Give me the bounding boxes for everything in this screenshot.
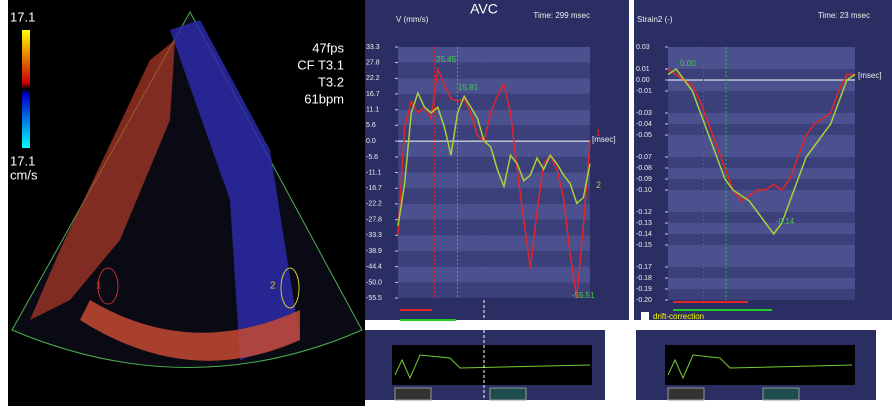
y-axis-label: Strain2 (-) — [637, 15, 673, 24]
y-tick-label: -50.0 — [366, 279, 382, 286]
band — [668, 278, 855, 289]
y-tick-label: -44.4 — [366, 263, 382, 270]
band — [398, 204, 590, 220]
y-tick-label: -38.9 — [366, 248, 382, 255]
frame-rate: 47fps — [312, 40, 344, 55]
band — [398, 94, 590, 110]
time-label: Time: 299 msec — [533, 11, 590, 20]
thumbnail — [392, 345, 592, 385]
button[interactable] — [763, 388, 799, 400]
band — [668, 234, 855, 245]
band — [668, 69, 855, 80]
segment-label: 1 — [96, 281, 102, 292]
y-tick-label: 0.0 — [366, 138, 376, 145]
y-tick-label: -33.3 — [366, 232, 382, 239]
x-unit: [msec] — [592, 135, 616, 144]
band — [668, 135, 855, 157]
y-tick-label: -11.1 — [366, 169, 382, 176]
segment-label: 2 — [270, 281, 276, 292]
y-tick-label: -0.17 — [636, 264, 652, 271]
y-tick-label: -0.01 — [636, 88, 652, 95]
y-tick-label: 5.6 — [366, 122, 376, 129]
scale-min: 17.1 — [10, 153, 35, 168]
scale-max: 17.1 — [10, 9, 35, 24]
y-tick-label: 33.3 — [366, 44, 380, 51]
checkbox[interactable] — [641, 312, 649, 320]
x-unit: [msec] — [858, 71, 882, 80]
y-tick-label: -0.20 — [636, 297, 652, 304]
band — [668, 179, 855, 190]
button[interactable] — [668, 388, 704, 400]
y-tick-label: -0.05 — [636, 132, 652, 139]
y-tick-label: -0.07 — [636, 154, 652, 161]
y-tick-label: -0.12 — [636, 209, 652, 216]
y-tick-label: -0.13 — [636, 220, 652, 227]
annotation: drift-correction — [653, 312, 704, 321]
y-tick-label: -16.7 — [366, 185, 382, 192]
band — [668, 190, 855, 212]
annotation: -0.14 — [776, 217, 795, 226]
band — [398, 125, 590, 141]
y-tick-label: 11.1 — [366, 107, 379, 114]
page: {"image_panel":{"scale_max":"17.1","scal… — [0, 0, 892, 411]
band — [398, 251, 590, 267]
band — [398, 235, 590, 251]
band — [398, 141, 590, 157]
annotation: 0.00 — [680, 59, 696, 68]
y-tick-label: -0.09 — [636, 176, 652, 183]
heart-rate: 61bpm — [304, 91, 344, 106]
band — [398, 267, 590, 283]
scale-unit: cm/s — [10, 167, 38, 182]
y-tick-label: 16.7 — [366, 91, 380, 98]
y-axis-label: V (mm/s) — [396, 15, 429, 24]
annotation: 15.81 — [458, 83, 479, 92]
y-tick-label: -0.08 — [636, 165, 652, 172]
band — [668, 47, 855, 69]
y-tick-label: 0.00 — [636, 77, 650, 84]
band — [668, 267, 855, 278]
band — [398, 63, 590, 79]
band — [668, 223, 855, 234]
band — [398, 220, 590, 236]
y-tick-label: -0.19 — [636, 286, 652, 293]
y-tick-label: -27.8 — [366, 217, 382, 224]
band — [668, 289, 855, 300]
y-tick-label: -0.14 — [636, 231, 652, 238]
button[interactable] — [490, 388, 526, 400]
band — [398, 282, 590, 298]
series-label: 2 — [596, 180, 601, 190]
chart-title: AVC — [470, 1, 498, 17]
color-scale — [22, 30, 30, 148]
y-tick-label: 27.8 — [366, 59, 380, 66]
y-tick-label: -0.04 — [636, 121, 652, 128]
y-tick-label: -0.18 — [636, 275, 652, 282]
cf-label: CF T3.1 — [297, 57, 344, 72]
screenshot: 17.1 17.1 cm/s 47fps CF T3.1 T3.2 61bpm … — [0, 0, 892, 406]
band — [398, 47, 590, 63]
y-tick-label: -5.6 — [366, 154, 378, 161]
thumbnail — [665, 345, 855, 385]
y-tick-label: -55.5 — [366, 295, 382, 302]
y-tick-label: 22.2 — [366, 75, 380, 82]
button[interactable] — [395, 388, 431, 400]
band — [668, 168, 855, 179]
y-tick-label: 0.01 — [636, 66, 650, 73]
y-tick-label: -0.03 — [636, 110, 652, 117]
time-label: Time: 23 msec — [818, 11, 870, 20]
annotation: -55.51 — [572, 291, 595, 300]
band — [668, 157, 855, 168]
annotation: 25.45 — [436, 55, 457, 64]
y-tick-label: -0.10 — [636, 187, 652, 194]
band — [668, 80, 855, 91]
band — [398, 78, 590, 94]
y-tick-label: 0.03 — [636, 44, 650, 51]
band — [668, 245, 855, 267]
t-label: T3.2 — [318, 74, 344, 89]
y-tick-label: -0.15 — [636, 242, 652, 249]
y-tick-label: -22.2 — [366, 201, 382, 208]
